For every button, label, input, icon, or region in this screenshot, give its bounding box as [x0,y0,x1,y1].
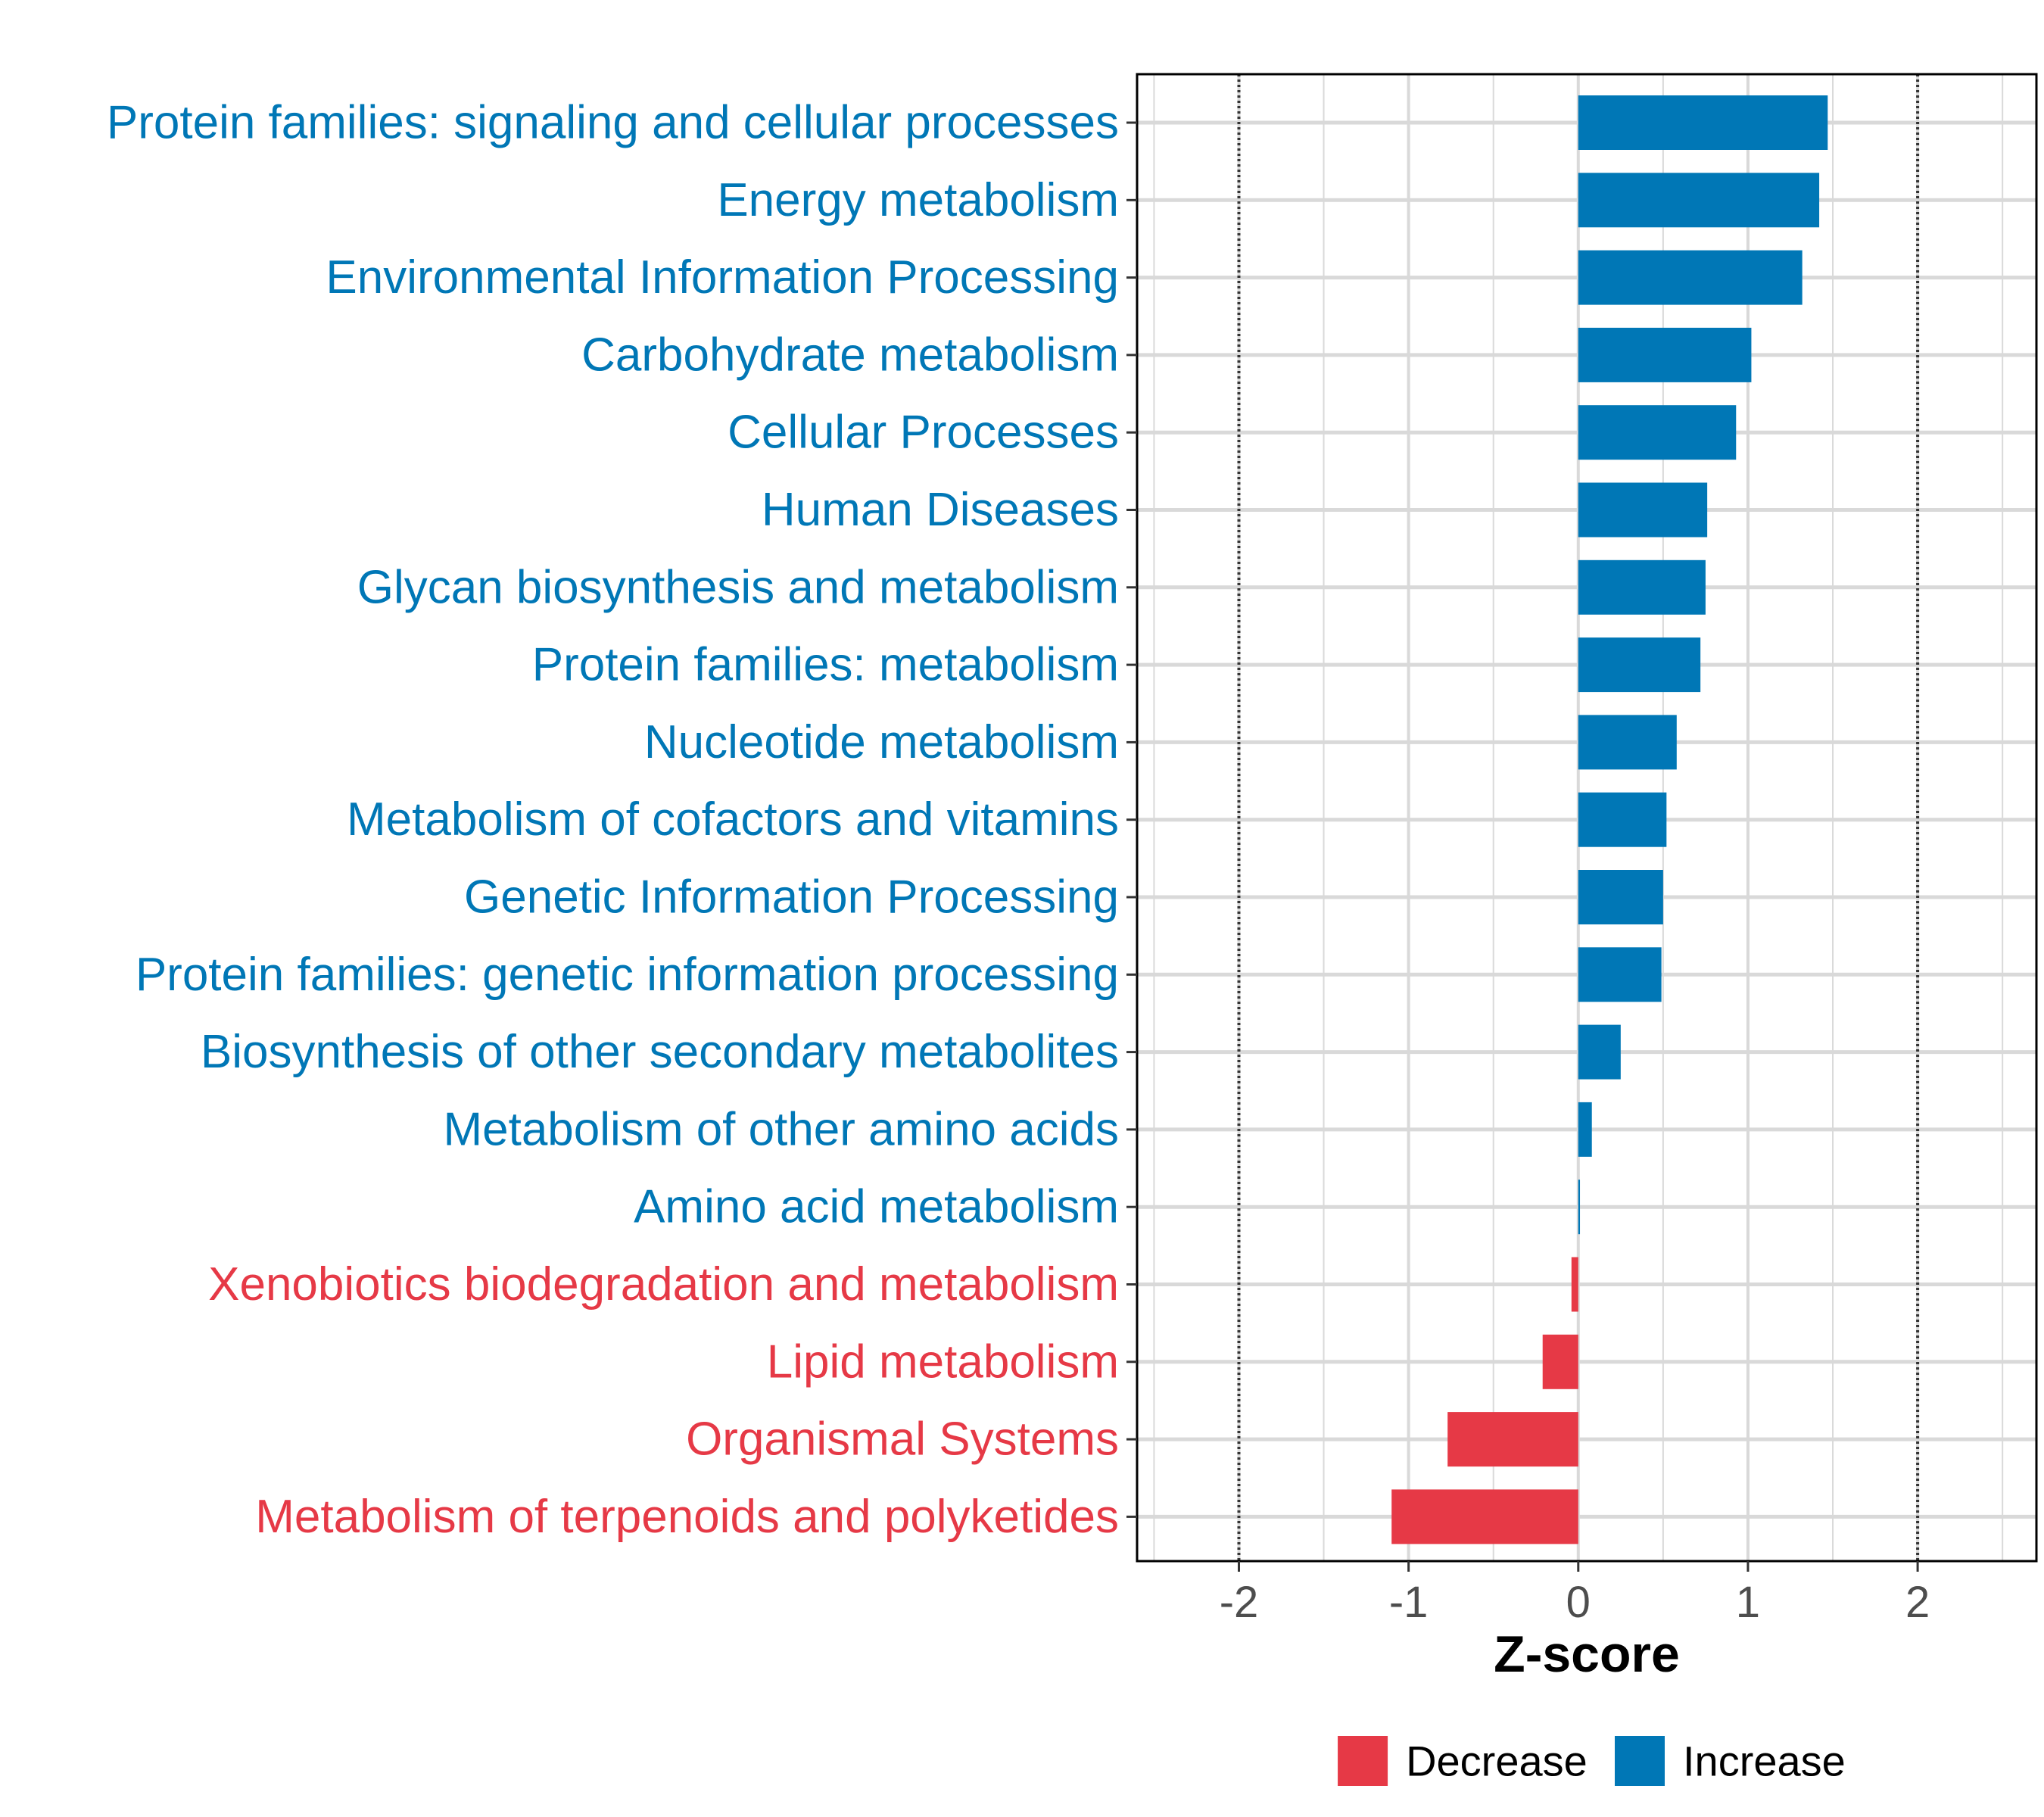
bar-6 [1578,482,1708,538]
category-label-13: Biosynthesis of other secondary metaboli… [201,1026,1119,1078]
bar-8 [1578,637,1701,693]
category-label-12: Protein families: genetic information pr… [136,949,1119,1001]
category-labels: Protein families: signaling and cellular… [107,97,1119,1543]
bar-11 [1578,870,1663,924]
category-label-7: Glycan biosynthesis and metabolism [357,561,1119,613]
category-label-3: Environmental Information Processing [326,251,1119,304]
x-tick-label: 1 [1736,1578,1760,1627]
bar-3 [1578,250,1803,305]
category-label-8: Protein families: metabolism [532,639,1119,691]
legend-label-decrease: Decrease [1406,1738,1588,1785]
bar-1 [1578,95,1828,150]
bar-13 [1578,1024,1621,1080]
category-label-16: Xenobiotics biodegradation and metabolis… [208,1258,1119,1311]
x-axis-title: Z-score [1494,1625,1680,1683]
bar-18 [1447,1412,1578,1467]
category-label-15: Amino acid metabolism [634,1181,1119,1233]
bar-15 [1578,1180,1581,1235]
x-tick-label: 0 [1566,1578,1591,1627]
bar-10 [1578,792,1667,847]
legend-swatch-decrease [1338,1736,1388,1786]
x-tick-label: 2 [1905,1578,1930,1627]
category-label-19: Metabolism of terpenoids and polyketides [255,1491,1119,1543]
bar-4 [1578,327,1752,382]
legend-swatch-increase [1615,1736,1665,1786]
category-label-10: Metabolism of cofactors and vitamins [347,793,1119,846]
category-label-5: Cellular Processes [728,407,1119,459]
bars [1391,95,1828,1544]
bar-12 [1578,947,1662,1002]
bar-9 [1578,715,1677,770]
category-label-18: Organismal Systems [686,1413,1119,1466]
x-tick-label: -2 [1220,1578,1259,1627]
plot-frame [1136,73,2038,1563]
y-axis-ticks [1126,121,1137,1518]
category-label-4: Carbohydrate metabolism [581,329,1119,381]
bar-5 [1578,405,1737,460]
bar-14 [1578,1102,1592,1157]
bar-19 [1391,1489,1578,1544]
x-tick-label: -1 [1389,1578,1429,1627]
category-label-2: Energy metabolism [717,174,1119,226]
bar-2 [1578,173,1820,228]
bar-16 [1571,1257,1578,1312]
x-axis-ticks: -2 -1 0 1 2 [1220,1561,1930,1627]
legend: Decrease Increase [1338,1736,1846,1786]
category-label-17: Lipid metabolism [767,1335,1119,1388]
bar-7 [1578,559,1706,615]
category-label-11: Genetic Information Processing [464,871,1119,924]
bar-17 [1542,1334,1578,1389]
reference-lines [1237,74,1920,1561]
category-label-1: Protein families: signaling and cellular… [107,97,1119,149]
legend-label-increase: Increase [1683,1738,1846,1785]
category-label-14: Metabolism of other amino acids [443,1103,1119,1155]
category-label-9: Nucleotide metabolism [644,716,1119,768]
category-label-6: Human Diseases [762,484,1119,536]
